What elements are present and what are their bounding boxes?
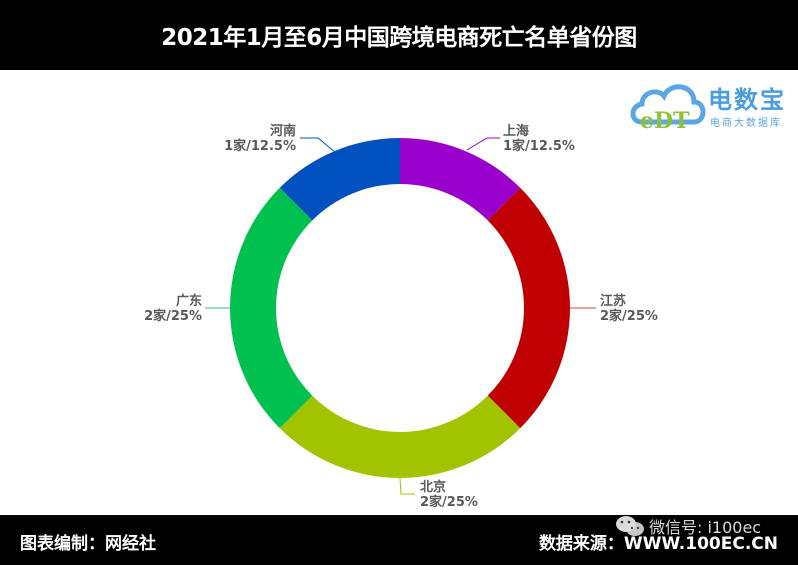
- logo-subtitle: 电商大数据库: [710, 118, 782, 129]
- footer-credit: 图表编制：网经社: [20, 534, 156, 554]
- wechat-watermark: 微信号: i100ec: [615, 514, 761, 538]
- donut-slice-上海: [400, 138, 521, 221]
- label-henan-value: 1家/12.5%: [224, 139, 296, 154]
- label-henan-name: 河南: [269, 124, 296, 139]
- cloud-logo-icon: eDT: [630, 84, 706, 134]
- label-beijing: 北京 2家/25%: [420, 480, 478, 510]
- label-shanghai-name: 上海: [503, 124, 530, 139]
- watermark-text: 微信号: i100ec: [649, 518, 762, 537]
- label-guangdong-name: 广东: [175, 294, 202, 309]
- label-beijing-value: 2家/25%: [420, 495, 478, 510]
- label-henan: 河南 1家/12.5%: [222, 124, 296, 154]
- label-jiangsu: 江苏 2家/25%: [600, 294, 658, 324]
- donut-slice-江苏: [487, 187, 570, 429]
- label-beijing-name: 北京: [420, 480, 447, 495]
- logo-brand: 电数宝: [708, 86, 786, 114]
- leader-line-beijing: [399, 477, 415, 495]
- title-bar: 2021年1月至6月中国跨境电商死亡名单省份图: [0, 0, 798, 70]
- label-shanghai: 上海 1家/12.5%: [503, 124, 575, 154]
- footer-bar: 图表编制：网经社 数据来源：WWW.100EC.CN: [0, 515, 798, 565]
- donut-slice-河南: [279, 138, 400, 221]
- label-jiangsu-value: 2家/25%: [600, 309, 658, 324]
- donut-slice-广东: [229, 187, 313, 429]
- edt-logo: eDT 电数宝 电商大数据库: [628, 74, 793, 134]
- wechat-icon: [616, 516, 644, 536]
- donut-slice-北京: [279, 395, 521, 478]
- donut-slices: [229, 138, 570, 478]
- label-guangdong-value: 2家/25%: [144, 309, 202, 324]
- label-shanghai-value: 1家/12.5%: [503, 139, 575, 154]
- logo-mark-text: eDT: [640, 108, 690, 134]
- footer-source: 数据来源：WWW.100EC.CN: [538, 534, 778, 554]
- label-guangdong: 广东 2家/25%: [130, 294, 202, 324]
- label-jiangsu-name: 江苏: [600, 294, 627, 309]
- chart-title: 2021年1月至6月中国跨境电商死亡名单省份图: [161, 25, 637, 51]
- leader-line-henan: [300, 137, 336, 153]
- leader-line-shanghai: [466, 137, 500, 151]
